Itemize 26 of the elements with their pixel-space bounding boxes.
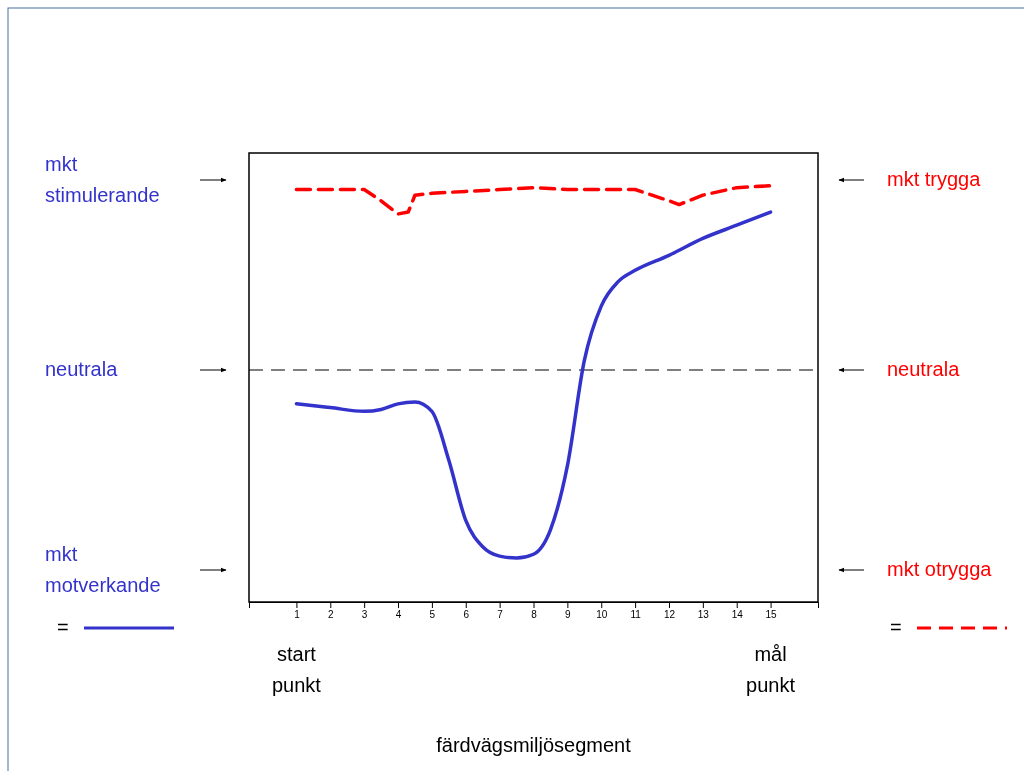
x-tick-label: 8 xyxy=(531,609,538,621)
x-tick-label: 14 xyxy=(731,609,744,621)
x-tick-label: 6 xyxy=(463,609,470,621)
legend-label: = xyxy=(57,616,69,638)
x-tick-label: 11 xyxy=(630,609,642,621)
x-tick-label: 5 xyxy=(429,609,436,621)
x-tick-label: 12 xyxy=(663,609,676,621)
x-tick-label: 1 xyxy=(294,609,301,621)
x-tick-label: 13 xyxy=(697,609,710,621)
legend-label: = xyxy=(890,616,902,638)
x-tick-label: 2 xyxy=(328,609,334,621)
text: start punkt xyxy=(271,642,322,696)
text: neutrala xyxy=(45,358,119,380)
x-tick-label: 4 xyxy=(395,609,402,621)
text: färdvägsmiljösegment xyxy=(436,734,632,756)
x-tick-label: 10 xyxy=(596,609,608,621)
x-tick-label: 15 xyxy=(765,609,778,621)
text: mål punkt xyxy=(746,642,796,696)
text: mkt stimulerande xyxy=(45,152,160,206)
text: mkt trygga xyxy=(887,168,982,190)
text: mkt motverkande xyxy=(45,542,161,596)
text: neutrala xyxy=(887,358,961,380)
x-tick-label: 9 xyxy=(565,609,572,621)
x-tick-label: 3 xyxy=(361,609,368,621)
x-tick-label: 7 xyxy=(497,609,504,621)
text: mkt otrygga xyxy=(887,558,993,580)
